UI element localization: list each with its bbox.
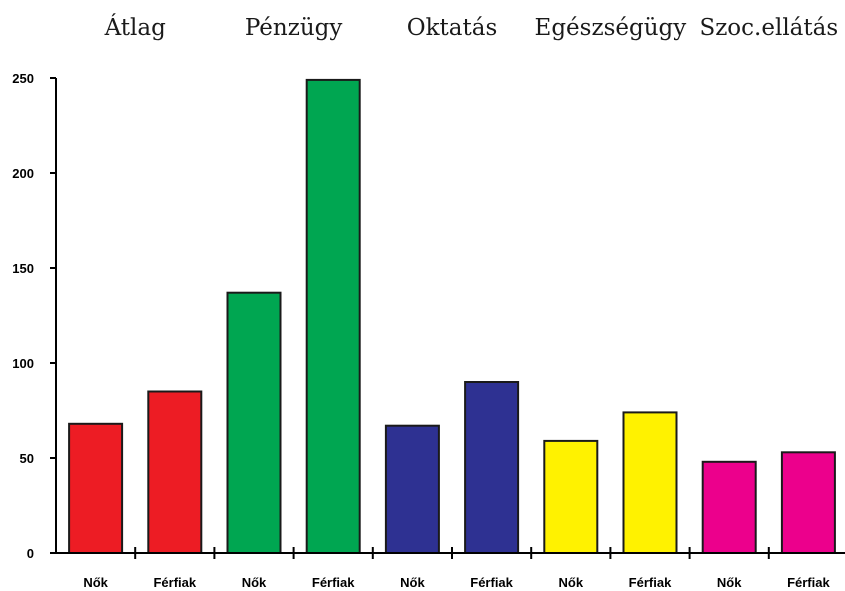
x-tick-label: Férfiak — [153, 575, 196, 590]
x-tick-label: Férfiak — [470, 575, 513, 590]
group-title: Egészségügy — [535, 15, 687, 41]
y-tick-label: 250 — [12, 71, 34, 86]
group-title: Szoc.ellátás — [699, 15, 838, 41]
y-tick-label: 150 — [12, 261, 34, 276]
bar-1 — [147, 390, 203, 554]
bars — [68, 78, 836, 555]
x-tick-label: Nők — [400, 575, 425, 590]
bar-0 — [68, 422, 124, 554]
x-tick-label: Férfiak — [312, 575, 355, 590]
group-title: Pénzügy — [245, 15, 343, 41]
group-title: Oktatás — [407, 15, 498, 41]
x-tick-label: Nők — [717, 575, 742, 590]
y-tick-label: 50 — [20, 451, 34, 466]
x-tick-label: Férfiak — [787, 575, 830, 590]
y-axis-ticks: 0 50 100 150 200 250 — [12, 71, 56, 561]
x-tick-label: Nők — [559, 575, 584, 590]
bar-5 — [464, 381, 520, 554]
x-axis-ticks: Nők Férfiak Nők Férfiak Nők Férfiak Nők Férfiak… — [83, 547, 830, 590]
bar-9 — [780, 451, 836, 554]
group-title: Átlag — [104, 14, 167, 41]
bar-3 — [305, 78, 361, 555]
y-tick-label: 0 — [27, 546, 34, 561]
y-tick-label: 100 — [12, 356, 34, 371]
x-tick-label: Nők — [242, 575, 267, 590]
bar-2 — [226, 291, 282, 554]
group-titles: Átlag Pénzügy Oktatás Egészségügy Szoc.ellát… — [104, 14, 839, 41]
bar-4 — [384, 424, 440, 555]
y-tick-label: 200 — [12, 166, 34, 181]
bar-7 — [622, 411, 678, 554]
bar-8 — [701, 460, 757, 554]
x-tick-label: Nők — [83, 575, 108, 590]
x-tick-label: Férfiak — [629, 575, 672, 590]
bar-6 — [543, 439, 599, 554]
